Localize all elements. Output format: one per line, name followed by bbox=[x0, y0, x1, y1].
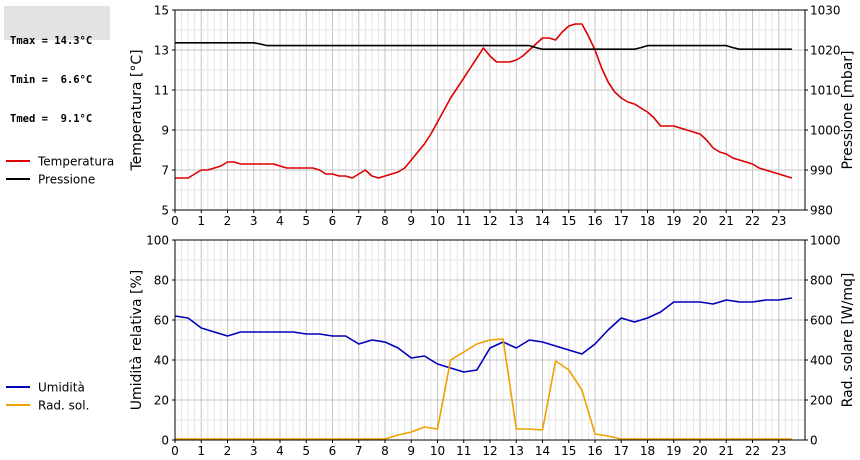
y-tick-label: 9 bbox=[161, 124, 169, 138]
x-tick-label: 0 bbox=[171, 444, 179, 458]
y-tick-label: 40 bbox=[154, 354, 169, 368]
series-line-temperatura bbox=[175, 23, 793, 179]
y-tick-label: 11 bbox=[154, 84, 169, 98]
x-tick-label: 9 bbox=[407, 214, 415, 228]
x-tick-label: 18 bbox=[640, 444, 655, 458]
x-tick-label: 7 bbox=[355, 444, 363, 458]
x-tick-label: 0 bbox=[171, 214, 179, 228]
stats-box: Tmax = 14.3°C Tmin = 6.6°C Tmed = 9.1°C bbox=[4, 6, 110, 125]
y2-tick-label: 0 bbox=[810, 434, 818, 448]
y-tick-label: 7 bbox=[161, 164, 169, 178]
y-tick-label: 100 bbox=[146, 234, 169, 248]
x-tick-label: 5 bbox=[302, 214, 310, 228]
y2-tick-label: 400 bbox=[810, 354, 833, 368]
x-tick-label: 5 bbox=[302, 444, 310, 458]
x-tick-label: 16 bbox=[587, 214, 602, 228]
legend-label-rad-sol-: Rad. sol. bbox=[38, 399, 89, 413]
x-tick-label: 18 bbox=[640, 214, 655, 228]
y2-tick-label: 990 bbox=[810, 164, 833, 178]
x-tick-label: 12 bbox=[482, 214, 497, 228]
x-tick-label: 23 bbox=[771, 214, 786, 228]
x-tick-label: 8 bbox=[381, 214, 389, 228]
x-tick-label: 15 bbox=[561, 214, 576, 228]
x-tick-label: 1 bbox=[197, 444, 205, 458]
y2-axis-title: Pressione [mbar] bbox=[840, 50, 856, 169]
x-tick-label: 11 bbox=[456, 214, 471, 228]
legend-label-pressione: Pressione bbox=[38, 173, 95, 187]
x-tick-label: 4 bbox=[276, 444, 284, 458]
x-tick-label: 21 bbox=[719, 214, 734, 228]
y-tick-label: 80 bbox=[154, 274, 169, 288]
y2-tick-label: 1020 bbox=[810, 44, 841, 58]
x-tick-label: 3 bbox=[250, 214, 258, 228]
stat-tmin: Tmin = 6.6°C bbox=[10, 74, 93, 86]
y-tick-label: 20 bbox=[154, 394, 169, 408]
x-tick-label: 12 bbox=[482, 444, 497, 458]
y-tick-label: 15 bbox=[154, 4, 169, 18]
x-tick-label: 17 bbox=[614, 214, 629, 228]
legend-label-umidit-: Umidità bbox=[38, 381, 85, 395]
x-tick-label: 14 bbox=[535, 444, 550, 458]
y2-tick-label: 1010 bbox=[810, 84, 841, 98]
y2-tick-label: 1000 bbox=[810, 234, 841, 248]
x-tick-label: 20 bbox=[692, 444, 707, 458]
x-tick-label: 8 bbox=[381, 444, 389, 458]
y2-tick-label: 1030 bbox=[810, 4, 841, 18]
x-tick-label: 3 bbox=[250, 444, 258, 458]
y2-tick-label: 800 bbox=[810, 274, 833, 288]
stat-tmax: Tmax = 14.3°C bbox=[10, 35, 93, 47]
x-tick-label: 21 bbox=[719, 444, 734, 458]
x-tick-label: 16 bbox=[587, 444, 602, 458]
x-tick-label: 10 bbox=[430, 444, 445, 458]
x-tick-label: 19 bbox=[666, 214, 681, 228]
x-tick-label: 13 bbox=[509, 444, 524, 458]
x-tick-label: 1 bbox=[197, 214, 205, 228]
stat-tmed: Tmed = 9.1°C bbox=[10, 113, 93, 125]
y-axis-title: Temperatura [°C] bbox=[129, 49, 145, 171]
x-tick-label: 22 bbox=[745, 214, 760, 228]
x-tick-label: 13 bbox=[509, 214, 524, 228]
legend-label-temperatura: Temperatura bbox=[37, 155, 114, 169]
x-tick-label: 11 bbox=[456, 444, 471, 458]
y2-axis-title: Rad. solare [W/mq] bbox=[840, 273, 856, 408]
series-line-rad-sol- bbox=[175, 338, 792, 440]
y-tick-label: 60 bbox=[154, 314, 169, 328]
x-tick-label: 22 bbox=[745, 444, 760, 458]
x-tick-label: 20 bbox=[692, 214, 707, 228]
y2-tick-label: 1000 bbox=[810, 124, 841, 138]
y-tick-label: 0 bbox=[161, 434, 169, 448]
x-tick-label: 6 bbox=[329, 444, 337, 458]
y-tick-label: 13 bbox=[154, 44, 169, 58]
x-tick-label: 14 bbox=[535, 214, 550, 228]
x-tick-label: 23 bbox=[771, 444, 786, 458]
x-tick-label: 4 bbox=[276, 214, 284, 228]
y2-tick-label: 600 bbox=[810, 314, 833, 328]
x-tick-label: 17 bbox=[614, 444, 629, 458]
x-tick-label: 15 bbox=[561, 444, 576, 458]
x-tick-label: 10 bbox=[430, 214, 445, 228]
x-tick-label: 19 bbox=[666, 444, 681, 458]
y-tick-label: 5 bbox=[161, 204, 169, 218]
y-axis-title: Umidità relativa [%] bbox=[129, 270, 145, 411]
x-tick-label: 6 bbox=[329, 214, 337, 228]
x-tick-label: 7 bbox=[355, 214, 363, 228]
series-line-umidit- bbox=[174, 297, 793, 373]
series-line-pressione bbox=[175, 41, 792, 51]
y2-tick-label: 200 bbox=[810, 394, 833, 408]
x-tick-label: 2 bbox=[224, 214, 232, 228]
y2-tick-label: 980 bbox=[810, 204, 833, 218]
x-tick-label: 2 bbox=[224, 444, 232, 458]
x-tick-label: 9 bbox=[407, 444, 415, 458]
